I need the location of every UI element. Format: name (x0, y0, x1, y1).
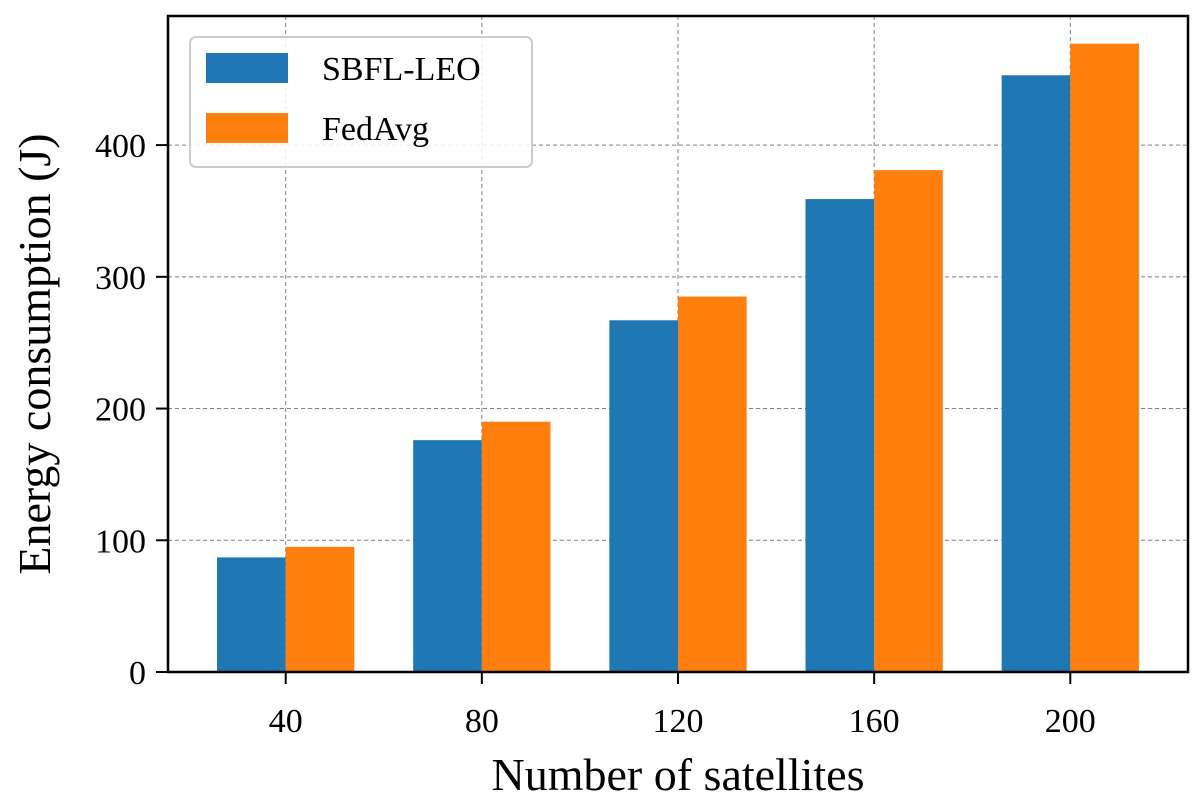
y-tick-label: 200 (95, 392, 146, 429)
legend-swatch-fedavg (206, 113, 288, 143)
y-tick-label: 0 (129, 655, 146, 692)
y-tick-label: 100 (95, 523, 146, 560)
legend-label-fedavg: FedAvg (322, 111, 429, 148)
x-tick-label: 40 (269, 703, 303, 740)
bar-fedavg-200 (1070, 43, 1139, 672)
y-tick-label: 300 (95, 260, 146, 297)
bar-sbfl-leo-80 (413, 440, 482, 672)
x-tick-label: 80 (465, 703, 499, 740)
legend-label-sbfl-leo: SBFL-LEO (322, 51, 481, 88)
legend: SBFL-LEO FedAvg (189, 36, 533, 168)
bar-sbfl-leo-160 (805, 199, 875, 672)
bar-fedavg-160 (874, 170, 943, 672)
bar-sbfl-leo-120 (609, 320, 678, 672)
y-axis-label: Energy consumption (J) (9, 133, 60, 574)
ticks: 0 100 200 300 400 40 80 120 160 200 (95, 128, 1096, 740)
x-tick-label: 120 (653, 703, 704, 740)
x-tick-label: 160 (849, 703, 900, 740)
bars (217, 43, 1139, 673)
bar-fedavg-40 (285, 546, 355, 672)
y-tick-label: 400 (95, 128, 146, 165)
bar-sbfl-leo-40 (217, 557, 286, 672)
bar-fedavg-120 (678, 296, 747, 672)
bar-sbfl-leo-200 (1001, 75, 1071, 673)
bar-fedavg-80 (481, 421, 551, 672)
x-axis-label: Number of satellites (491, 749, 864, 800)
x-tick-label: 200 (1045, 703, 1096, 740)
legend-swatch-sbfl-leo (206, 53, 288, 83)
